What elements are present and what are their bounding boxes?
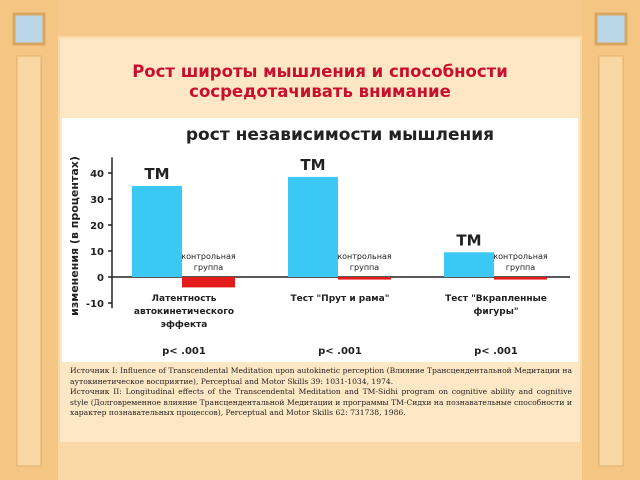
series-label: контрольная группа <box>493 252 548 272</box>
series-label: контрольная группа <box>181 252 236 272</box>
ornament <box>12 12 46 46</box>
y-tick-label: 20 <box>90 221 104 232</box>
source: Источник II: Longitudinal effects of the… <box>70 387 572 418</box>
bar <box>444 252 494 277</box>
x-tick-label: Тест "Прут и рама" <box>290 294 390 304</box>
slide-title: Рост широты мышления и способности сосре… <box>132 62 508 101</box>
series-label-box: контрольная группа <box>181 252 236 272</box>
series-label: ТМ <box>300 156 325 174</box>
y-tick-label: 30 <box>90 195 104 206</box>
sources: Источник I: Influence of Transcendental … <box>70 366 572 419</box>
bar <box>494 277 547 280</box>
pillar <box>598 55 624 467</box>
x-tick-label: Латентность автокинетического эффекта <box>133 294 235 330</box>
y-axis-label: изменения (в процентах) <box>68 156 81 316</box>
top-frame <box>0 0 640 36</box>
annotation: p< .001 <box>474 346 518 357</box>
annotation: p< .001 <box>318 346 362 357</box>
y-tick-label: 40 <box>90 169 104 180</box>
ornament <box>594 12 628 46</box>
x-tick-label: Тест "Вкрапленные фигуры" <box>445 294 547 317</box>
y-tick-label: 10 <box>90 247 104 258</box>
bar <box>288 176 338 277</box>
x-tick-label-box: Латентность автокинетического эффекта <box>133 294 235 330</box>
series-label-box: контрольная группа <box>337 252 392 272</box>
y-tick-label: -10 <box>86 299 104 310</box>
bar <box>182 277 235 288</box>
series-label: ТМ <box>456 231 481 249</box>
series-label-box: контрольная группа <box>493 252 548 272</box>
pillar <box>16 55 42 467</box>
series-label: контрольная группа <box>337 252 392 272</box>
x-tick-label-box: Тест "Вкрапленные фигуры" <box>445 294 547 317</box>
bar <box>132 186 182 277</box>
y-tick-label: 0 <box>97 273 104 284</box>
source: Источник I: Influence of Transcendental … <box>70 366 572 386</box>
series-label: ТМ <box>144 165 169 183</box>
annotation: p< .001 <box>162 346 206 357</box>
x-tick-label-box: Тест "Прут и рама" <box>290 294 390 304</box>
chart-title: рост независимости мышления <box>186 125 494 145</box>
bar <box>338 277 391 280</box>
